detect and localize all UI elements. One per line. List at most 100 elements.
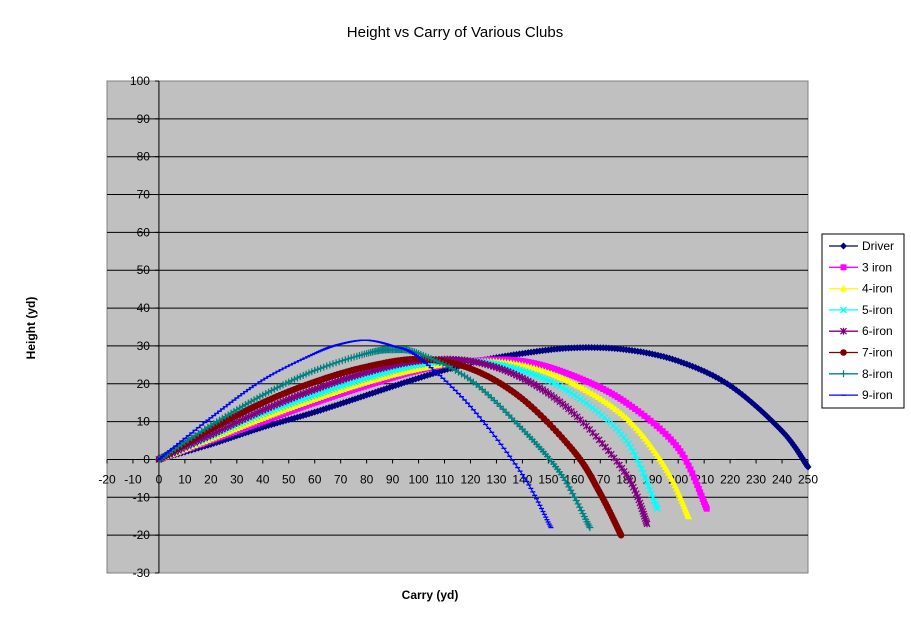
legend-entry-4-iron: 4-iron (829, 282, 893, 296)
data-point (586, 524, 594, 532)
x-tick-label: 0 (156, 472, 163, 486)
x-tick-label: 230 (746, 472, 766, 486)
data-point (314, 365, 322, 373)
data-point (631, 451, 639, 459)
data-point (637, 465, 645, 472)
data-point (691, 474, 698, 481)
x-tick-label: 150 (538, 472, 558, 486)
data-point (436, 358, 444, 366)
x-tick-label: 60 (308, 472, 322, 486)
legend-marker (840, 285, 847, 292)
data-point (679, 451, 686, 458)
data-point (627, 444, 635, 451)
x-tick-label: 130 (486, 472, 506, 486)
data-point (329, 360, 337, 368)
data-point (577, 506, 585, 514)
data-point (622, 437, 630, 444)
x-tick-label: 90 (386, 472, 400, 486)
data-point (585, 522, 593, 530)
x-tick-label: 250 (798, 472, 818, 486)
legend-entry-driver: Driver (829, 239, 894, 253)
y-tick-label: -20 (133, 528, 151, 542)
y-tick-label: 80 (137, 150, 151, 164)
legend-entry-8-iron: 8-iron (829, 367, 893, 381)
y-axis-title: Height (yd) (24, 297, 38, 360)
data-point (573, 393, 581, 401)
legend-label: Driver (862, 239, 894, 253)
data-point (653, 503, 660, 510)
chart-title: Height vs Carry of Various Clubs (347, 24, 563, 41)
data-point (639, 469, 647, 477)
legend-entry-3-iron: 3 iron (829, 260, 892, 274)
y-tick-label: 10 (137, 415, 151, 429)
data-point (698, 492, 705, 499)
x-tick-label: 240 (772, 472, 792, 486)
plot-area (106, 80, 809, 574)
y-tick-label: 50 (137, 263, 151, 277)
data-point (683, 458, 690, 465)
x-tick-label: 20 (204, 472, 218, 486)
data-point (643, 520, 651, 528)
data-point (685, 512, 693, 520)
x-tick-label: 40 (256, 472, 270, 486)
legend-marker (840, 370, 847, 378)
x-tick-label: 10 (178, 472, 192, 486)
data-point (692, 478, 699, 485)
series-layer (155, 339, 812, 539)
data-point (641, 473, 649, 481)
x-tick-label: 160 (564, 472, 584, 486)
y-tick-label: 100 (130, 74, 150, 88)
data-point (638, 410, 645, 417)
y-axis-ticks: -30 -20 -10 0 10 20 30 40 50 60 70 80 90 100 (130, 74, 159, 580)
data-point (576, 503, 584, 511)
data-point (632, 405, 639, 412)
legend-label: 7-iron (862, 346, 893, 360)
data-point (641, 412, 648, 419)
data-point (633, 456, 641, 464)
y-tick-label: 90 (137, 112, 151, 126)
data-point (629, 447, 637, 455)
data-point (338, 357, 346, 365)
data-point (647, 417, 654, 424)
legend-marker (840, 264, 847, 271)
data-point (677, 448, 684, 455)
data-point (439, 360, 447, 368)
data-point (635, 460, 643, 468)
x-tick-label: 30 (230, 472, 244, 486)
legend-entry-9-iron: 9-iron (829, 388, 893, 402)
data-point (645, 482, 652, 490)
data-point (804, 463, 812, 471)
data-point (335, 358, 343, 366)
x-tick-label: 70 (334, 472, 348, 486)
y-tick-label: -10 (133, 490, 151, 504)
legend-marker (840, 306, 847, 314)
legend-label: 9-iron (862, 388, 893, 402)
data-point (574, 500, 582, 508)
y-tick-label: 40 (137, 301, 151, 315)
data-point (695, 485, 702, 492)
y-tick-label: -30 (133, 566, 151, 580)
legend-marker (840, 327, 847, 335)
legend-marker (840, 349, 847, 356)
data-point (644, 415, 651, 422)
x-tick-label: -20 (98, 472, 116, 486)
data-point (323, 362, 331, 370)
x-tick-label: 220 (720, 472, 740, 486)
x-tick-label: 120 (460, 472, 480, 486)
data-point (332, 359, 340, 367)
x-tick-label: 50 (282, 472, 296, 486)
y-tick-label: 0 (143, 452, 150, 466)
y-tick-label: 60 (137, 225, 151, 239)
legend-label: 3 iron (862, 260, 892, 274)
legend-box (821, 233, 905, 409)
x-axis-title: Carry (yd) (402, 588, 459, 602)
legend-label: 5-iron (862, 303, 893, 317)
axes (107, 81, 808, 573)
x-tick-label: 100 (409, 472, 429, 486)
data-point (625, 440, 633, 448)
legend-marker (840, 242, 847, 250)
data-point (694, 482, 701, 489)
data-point (675, 445, 682, 452)
